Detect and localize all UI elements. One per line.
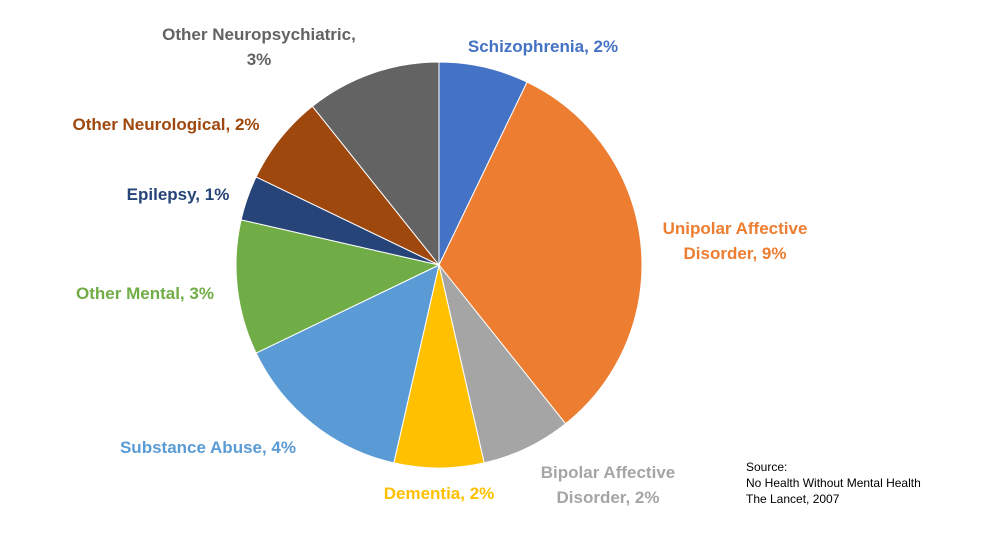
slice-label: Unipolar Affective Disorder, 9% [663,219,808,263]
slice-label: Epilepsy, 1% [127,185,230,204]
source-heading: Source: [746,460,788,474]
slice-label-line: Substance Abuse, 4% [120,438,296,457]
slice-label: Schizophrenia, 2% [468,37,618,56]
slice-label-line: Other Neuropsychiatric, [162,25,356,44]
slice-label-line: Disorder, 9% [684,244,787,263]
source-note: Source: No Health Without Mental Health … [746,459,921,507]
pie-slices [235,61,643,469]
source-line-1: No Health Without Mental Health [746,476,921,490]
slice-label: Dementia, 2% [384,484,495,503]
slice-label: Other Neurological, 2% [72,115,259,134]
slice-label: Substance Abuse, 4% [120,438,296,457]
pie-slice [235,219,441,354]
pie-slice [255,264,440,464]
pie-labels: Schizophrenia, 2% Unipolar Affective Disor… [72,25,807,507]
slice-label-line: Unipolar Affective [663,219,808,238]
pie-slice [311,61,440,267]
slice-label: Other Mental, 3% [76,284,214,303]
pie-slice [438,81,643,425]
slice-label-line: 3% [247,50,272,69]
source-line-2: The Lancet, 2007 [746,492,840,506]
slice-label-line: Bipolar Affective [541,463,675,482]
slice-label: Bipolar Affective Disorder, 2% [541,463,675,507]
slice-label-line: Disorder, 2% [557,488,660,507]
slice-label: Other Neuropsychiatric, 3% [162,25,356,69]
slice-label-line: Other Mental, 3% [76,284,214,303]
slice-label-line: Other Neurological, 2% [72,115,259,134]
slice-label-line: Epilepsy, 1% [127,185,230,204]
slice-label-line: Dementia, 2% [384,484,495,503]
slice-label-line: Schizophrenia, 2% [468,37,618,56]
